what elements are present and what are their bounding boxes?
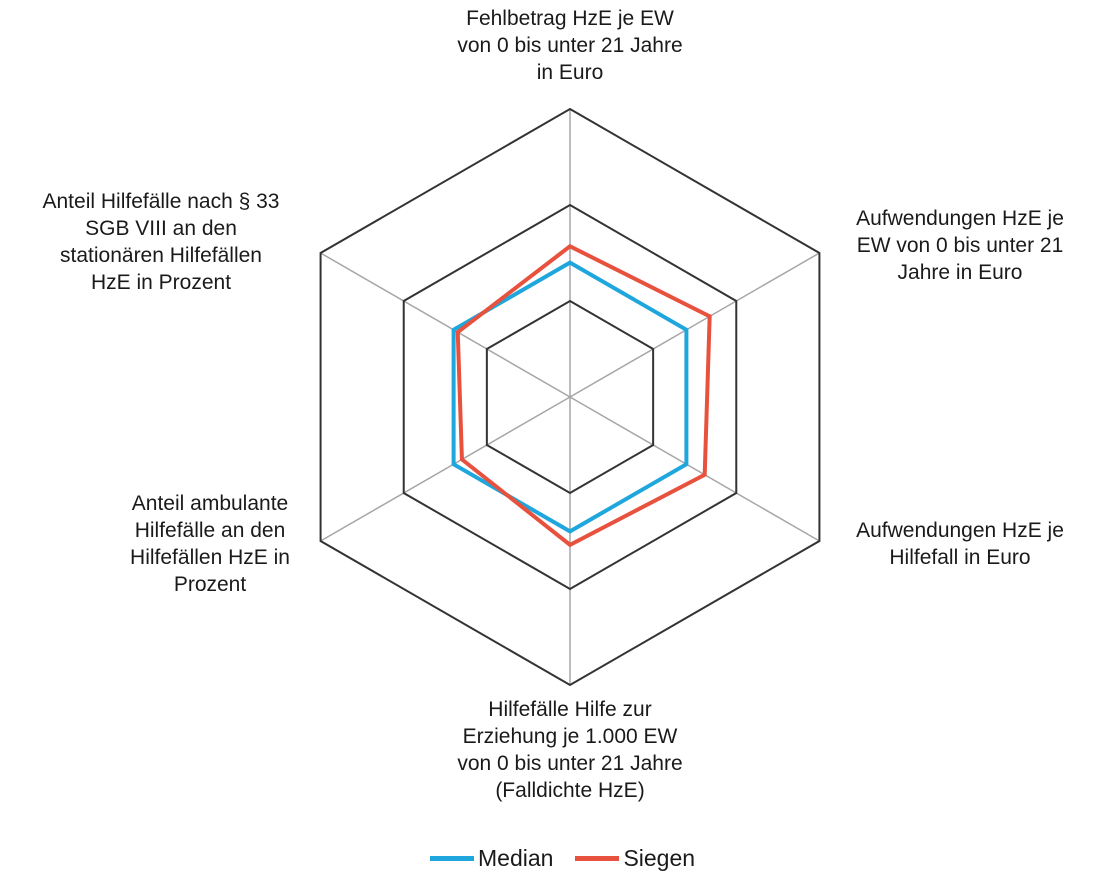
legend-swatch-siegen <box>575 855 620 861</box>
radar-spoke-2 <box>569 396 820 542</box>
legend-swatch-median <box>430 855 474 861</box>
radar-ring-3 <box>319 107 821 687</box>
axis-label-anteil-ambulant: Anteil ambulante Hilfefälle an den Hilfe… <box>130 492 290 596</box>
series-line-siegen <box>455 243 712 548</box>
series-line-median <box>451 260 689 534</box>
legend-item-median: Median <box>430 845 553 872</box>
radar-ring-2 <box>402 203 738 591</box>
axis-label-aufwendungen-je-ew: Aufwendungen HzE je EW von 0 bis unter 2… <box>856 207 1064 284</box>
axis-label-falldichte: Hilfefälle Hilfe zur Erziehung je 1.000 … <box>457 698 683 802</box>
radar-spoke-5 <box>320 252 571 398</box>
legend-item-siegen: Siegen <box>575 845 695 872</box>
legend-label-median: Median <box>478 844 554 871</box>
radar-spoke-4 <box>320 396 571 542</box>
radar-spoke-1 <box>569 252 820 398</box>
axis-label-aufwendungen-je-hilfefall: Aufwendungen HzE je Hilfefall in Euro <box>856 519 1064 569</box>
legend: Median Siegen <box>430 840 717 876</box>
axis-label-fehlbetrag: Fehlbetrag HzE je EW von 0 bis unter 21 … <box>457 7 683 84</box>
axis-label-anteil-33: Anteil Hilfefälle nach § 33 SGB VIII an … <box>42 190 280 294</box>
legend-label-siegen: Siegen <box>623 844 696 871</box>
radar-ring-1 <box>485 299 655 495</box>
